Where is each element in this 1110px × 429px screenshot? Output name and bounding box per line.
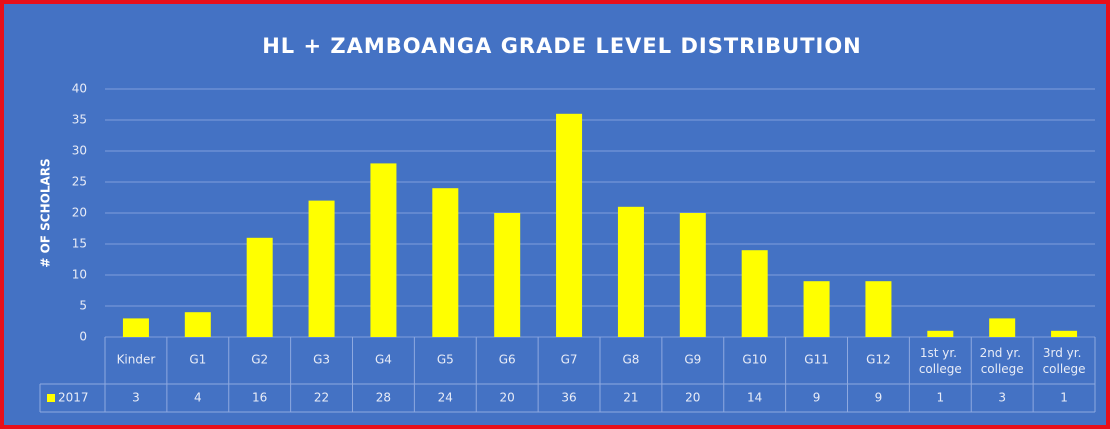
bar (308, 200, 335, 337)
table-value: 4 (194, 391, 202, 405)
y-tick-label: 10 (72, 268, 87, 282)
chart-title: HL + ZAMBOANGA GRADE LEVEL DISTRIBUTION (262, 34, 862, 58)
bar (1051, 330, 1078, 337)
x-tick-label: G7 (561, 353, 578, 367)
table-value: 1 (1060, 391, 1068, 405)
table-value: 14 (747, 391, 762, 405)
x-tick-label: 2nd yr. college (980, 346, 1025, 376)
bar (989, 318, 1016, 337)
y-tick-label: 5 (79, 299, 87, 313)
table-value: 28 (376, 391, 391, 405)
bar (927, 330, 954, 337)
table-value: 22 (314, 391, 329, 405)
bar (741, 250, 768, 337)
legend-label: 2017 (58, 391, 89, 405)
y-axis-label: # OF SCHOLARS (39, 158, 53, 267)
table-value: 3 (998, 391, 1006, 405)
x-tick-label: G3 (313, 353, 330, 367)
x-tick-label: Kinder (117, 353, 156, 367)
table-value: 9 (813, 391, 821, 405)
bar (370, 163, 397, 337)
y-tick-label: 25 (72, 175, 87, 189)
table-value: 36 (561, 391, 576, 405)
x-tick-label: G9 (684, 353, 701, 367)
x-tick-label: G11 (804, 353, 829, 367)
bar (679, 213, 706, 337)
x-tick-label: G4 (375, 353, 392, 367)
x-tick-label: G2 (251, 353, 268, 367)
y-tick-label: 35 (72, 113, 87, 127)
x-tick-label: G1 (189, 353, 206, 367)
bar (803, 281, 830, 337)
table-value: 1 (936, 391, 944, 405)
y-tick-label: 0 (79, 330, 87, 344)
bar (122, 318, 149, 337)
table-value: 21 (623, 391, 638, 405)
y-tick-label: 15 (72, 237, 87, 251)
x-tick-label: G6 (499, 353, 516, 367)
bar (184, 312, 211, 337)
bar (432, 188, 459, 337)
bar (494, 213, 521, 337)
table-value: 3 (132, 391, 140, 405)
y-tick-label: 40 (72, 82, 87, 96)
table-value: 20 (685, 391, 700, 405)
x-tick-label: G8 (622, 353, 639, 367)
x-tick-label: 3rd yr. college (1043, 346, 1086, 376)
x-tick-label: G5 (437, 353, 454, 367)
table-value: 16 (252, 391, 267, 405)
table-value: 20 (500, 391, 515, 405)
bar (617, 206, 644, 337)
x-tick-label: 1st yr. college (919, 346, 962, 376)
x-tick-label: G12 (866, 353, 891, 367)
table-value: 9 (875, 391, 883, 405)
legend-swatch (47, 394, 55, 402)
table-value: 24 (438, 391, 453, 405)
y-tick-label: 30 (72, 144, 87, 158)
y-tick-label: 20 (72, 206, 87, 220)
bar (246, 237, 273, 337)
bar (865, 281, 892, 337)
bar (556, 113, 583, 337)
x-tick-label: G10 (742, 353, 767, 367)
